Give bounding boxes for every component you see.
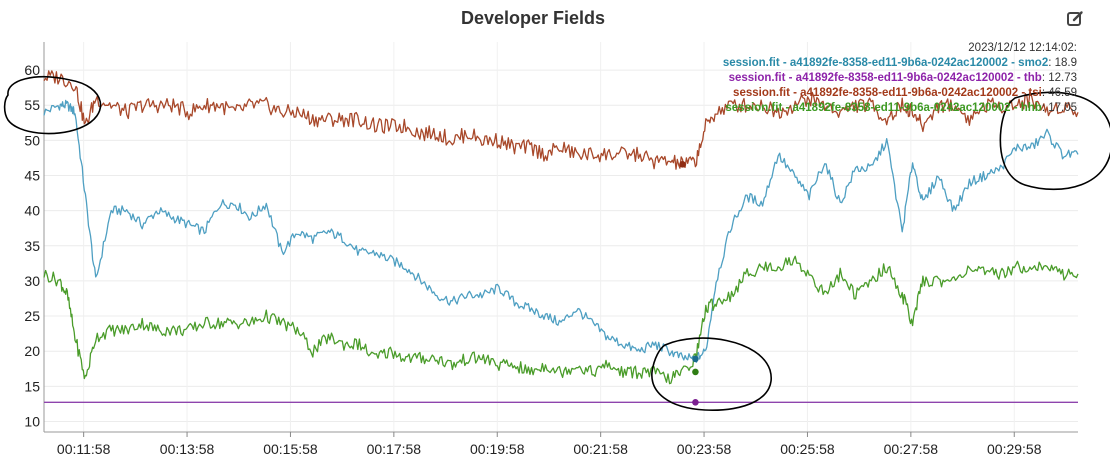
- y-tick-label: 50: [24, 132, 40, 148]
- x-tick-label: 00:27:58: [884, 441, 939, 457]
- y-tick-label: 45: [24, 168, 40, 184]
- legend-entry-value: 12.73: [1048, 72, 1077, 84]
- legend-entry-value: 46.59: [1048, 87, 1077, 99]
- edit-icon[interactable]: [1066, 10, 1084, 28]
- marker-hhb: [692, 368, 699, 376]
- legend-entry-name: session.fit - a41892fe-8358-ed11-9b6a-02…: [728, 72, 1042, 84]
- legend-entry-name: session.fit - a41892fe-8358-ed11-9b6a-02…: [733, 87, 1042, 99]
- legend-tooltip: 2023/12/12 12:14:02: session.fit - a4189…: [723, 41, 1077, 116]
- series-line-smo2: [43, 99, 1079, 363]
- series-line-tsi: [43, 70, 1079, 170]
- legend-timestamp: 2023/12/12 12:14:02:: [968, 42, 1077, 54]
- x-tick-label: 00:29:58: [987, 441, 1042, 457]
- y-tick-label: 20: [24, 343, 40, 359]
- y-tick-label: 55: [24, 97, 40, 113]
- annotation-circle-right: [999, 91, 1110, 191]
- x-tick-label: 00:11:58: [57, 441, 111, 457]
- chart-title: Developer Fields: [460, 8, 606, 28]
- legend-entry-tsi: session.fit - a41892fe-8358-ed11-9b6a-02…: [733, 87, 1077, 99]
- y-tick-label: 10: [24, 413, 40, 429]
- legend-entry-thb: session.fit - a41892fe-8358-ed11-9b6a-02…: [728, 72, 1077, 84]
- legend-entry-name: session.fit - a41892fe-8358-ed11-9b6a-02…: [722, 57, 1049, 69]
- y-tick-label: 25: [24, 308, 40, 324]
- y-axis-ticks: 10 15 20 25 30 35 40 45 50 55 60: [24, 62, 40, 429]
- x-tick-label: 00:21:58: [573, 441, 628, 457]
- legend-entry-value: 18.9: [1054, 57, 1077, 69]
- legend-entry-hhb: session.fit - a41892fe-8358-ed11-9b6a-02…: [725, 102, 1077, 114]
- annotation-circle-bottom: [651, 337, 772, 411]
- x-tick-label: 00:19:58: [470, 441, 525, 457]
- hover-markers: [679, 161, 699, 406]
- x-tick-label: 00:23:58: [677, 441, 732, 457]
- hand-drawn-annotations: [3, 76, 1110, 411]
- x-tick-label: 00:25:58: [780, 441, 835, 457]
- x-axis-ticks: 00:11:58 00:13:58 00:15:58 00:17:58 00:19:58…: [57, 432, 1042, 457]
- marker-thb: [692, 398, 699, 406]
- x-tick-label: 00:13:58: [160, 441, 215, 457]
- series-line-hhb: [43, 255, 1079, 385]
- y-tick-label: 35: [24, 238, 40, 254]
- legend-entry-smo2: session.fit - a41892fe-8358-ed11-9b6a-02…: [722, 57, 1077, 69]
- y-tick-label: 60: [24, 62, 40, 78]
- legend-entry-value: 17.05: [1048, 102, 1077, 114]
- x-tick-label: 00:15:58: [263, 441, 318, 457]
- marker-smo2: [692, 355, 699, 363]
- legend-entry-name: session.fit - a41892fe-8358-ed11-9b6a-02…: [725, 102, 1042, 114]
- series-lines: [43, 70, 1079, 403]
- annotation-circle-left: [3, 76, 102, 135]
- x-tick-label: 00:17:58: [367, 441, 422, 457]
- y-tick-label: 15: [24, 378, 40, 394]
- marker-tsi: [679, 161, 686, 168]
- y-tick-label: 30: [24, 273, 40, 289]
- y-tick-label: 40: [24, 203, 40, 219]
- axes: [43, 42, 1078, 433]
